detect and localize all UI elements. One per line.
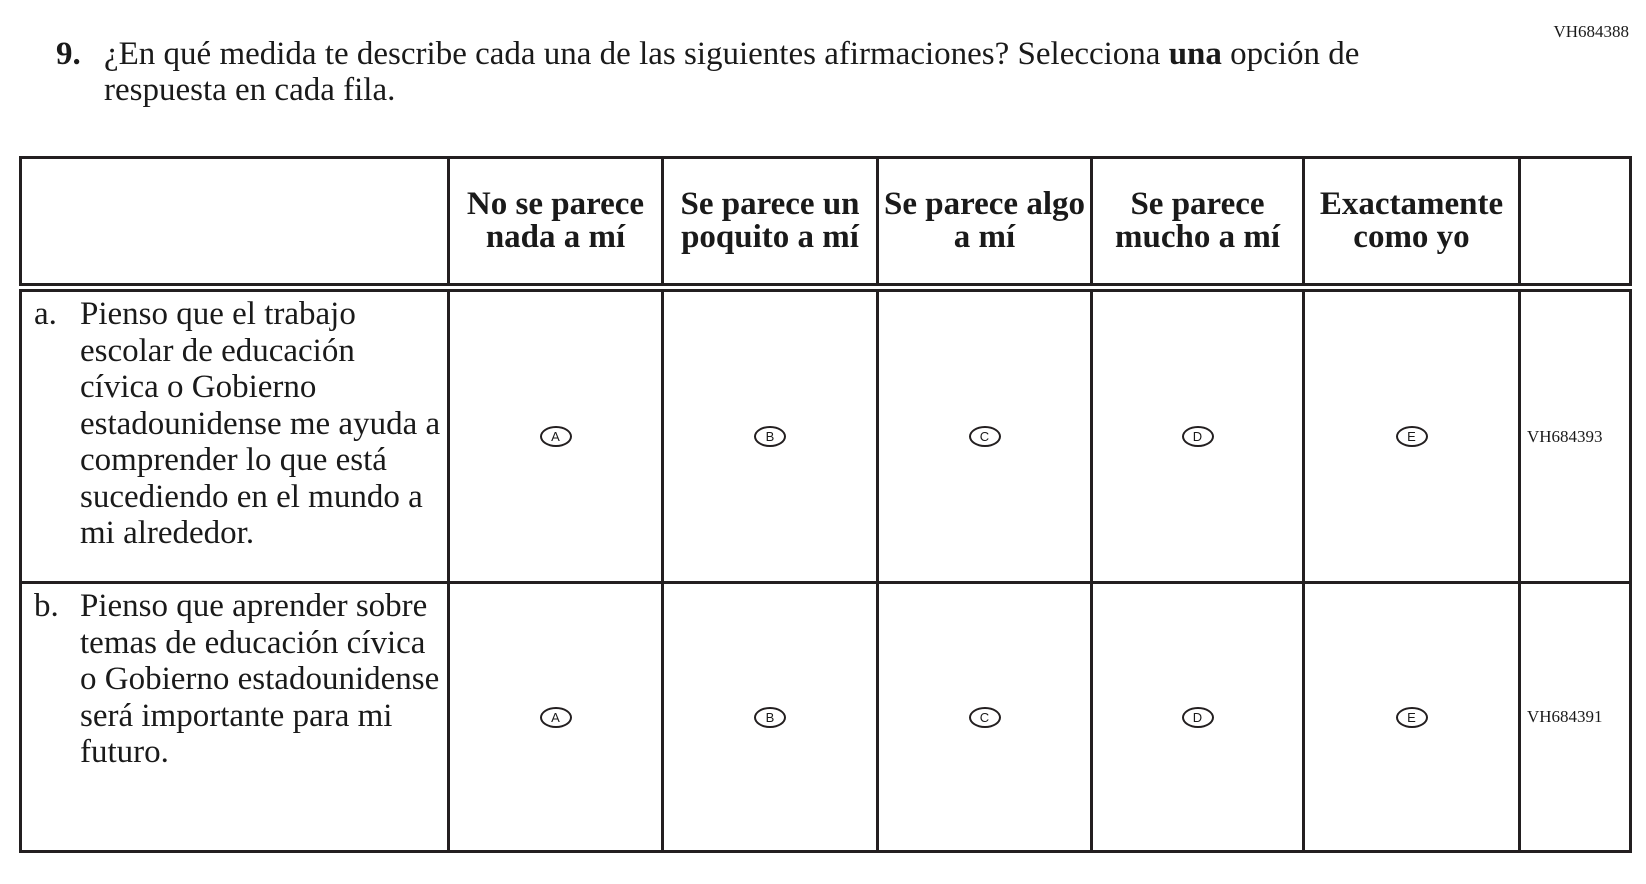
column-header: Exactamente como yo bbox=[1302, 156, 1521, 292]
column-header: Se parece algo a mí bbox=[876, 156, 1093, 292]
statement-text: Pienso que aprender sobre temas de educa… bbox=[80, 588, 440, 770]
question-number: 9. bbox=[56, 36, 81, 72]
option-bubble-e[interactable]: E bbox=[1395, 426, 1428, 447]
question-text: ¿En qué medida te describe cada una de l… bbox=[104, 36, 1360, 108]
header-blank bbox=[19, 156, 450, 292]
option-bubble-d[interactable]: D bbox=[1181, 426, 1214, 447]
row-letter: a. bbox=[34, 296, 57, 332]
option-bubble-c[interactable]: C bbox=[968, 426, 1001, 447]
header-blank bbox=[1518, 156, 1632, 292]
column-header: Se parece mucho a mí bbox=[1090, 156, 1305, 292]
header-row: No se parece nada a mí Se parece un poqu… bbox=[19, 156, 1632, 292]
row-letter: b. bbox=[34, 588, 59, 624]
response-grid: No se parece nada a mí Se parece un poqu… bbox=[19, 156, 1632, 853]
option-bubble-c[interactable]: C bbox=[968, 706, 1001, 728]
option-bubble-b[interactable]: B bbox=[754, 426, 786, 447]
table-row: b. Pienso que aprender sobre temas de edu… bbox=[19, 581, 1632, 853]
option-bubble-a[interactable]: A bbox=[539, 426, 572, 447]
table-row: a. Pienso que el trabajo escolar de educa… bbox=[19, 286, 1632, 584]
question: 9. ¿En qué medida te describe cada una d… bbox=[56, 36, 1476, 108]
statement-text: Pienso que el trabajo escolar de educaci… bbox=[80, 296, 441, 551]
option-bubble-d[interactable]: D bbox=[1181, 706, 1214, 728]
option-bubble-b[interactable]: B bbox=[754, 706, 786, 728]
row-id: VH684393 bbox=[1518, 286, 1632, 584]
option-bubble-a[interactable]: A bbox=[539, 706, 572, 728]
item-id: VH684388 bbox=[1553, 22, 1629, 41]
option-bubble-e[interactable]: E bbox=[1395, 706, 1428, 728]
row-id: VH684391 bbox=[1518, 581, 1632, 853]
column-header: Se parece un poquito a mí bbox=[661, 156, 879, 292]
column-header: No se parece nada a mí bbox=[447, 156, 664, 292]
